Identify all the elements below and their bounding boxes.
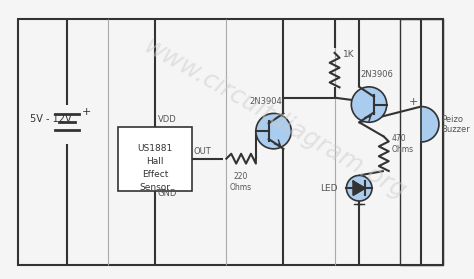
Text: +: + [409, 97, 418, 107]
Polygon shape [353, 181, 365, 195]
Circle shape [351, 87, 387, 122]
Text: 2N3904: 2N3904 [249, 97, 282, 105]
Bar [400, 19, 443, 265]
Text: OUT: OUT [194, 147, 211, 156]
Bar [18, 19, 443, 265]
Text: Effect: Effect [142, 170, 168, 179]
Text: www.circuitdiagram.org: www.circuitdiagram.org [140, 34, 411, 205]
Text: US1881: US1881 [137, 144, 173, 153]
Text: 1K: 1K [342, 50, 354, 59]
Text: 2N3906: 2N3906 [360, 70, 393, 79]
Text: 5V - 12V: 5V - 12V [29, 114, 71, 124]
Text: +: + [82, 107, 91, 117]
Text: VDD: VDD [158, 115, 177, 124]
Text: Sensor: Sensor [139, 183, 171, 192]
Text: GND: GND [158, 189, 177, 198]
Text: 470
Ohms: 470 Ohms [392, 134, 414, 154]
Text: Peizo
Buzzer: Peizo Buzzer [441, 115, 470, 134]
Text: 220
Ohms: 220 Ohms [230, 172, 252, 192]
Text: Hall: Hall [146, 157, 164, 166]
Polygon shape [421, 107, 439, 142]
Text: LED: LED [320, 184, 337, 193]
Bar [118, 127, 192, 191]
Circle shape [346, 175, 372, 201]
Circle shape [256, 114, 292, 149]
